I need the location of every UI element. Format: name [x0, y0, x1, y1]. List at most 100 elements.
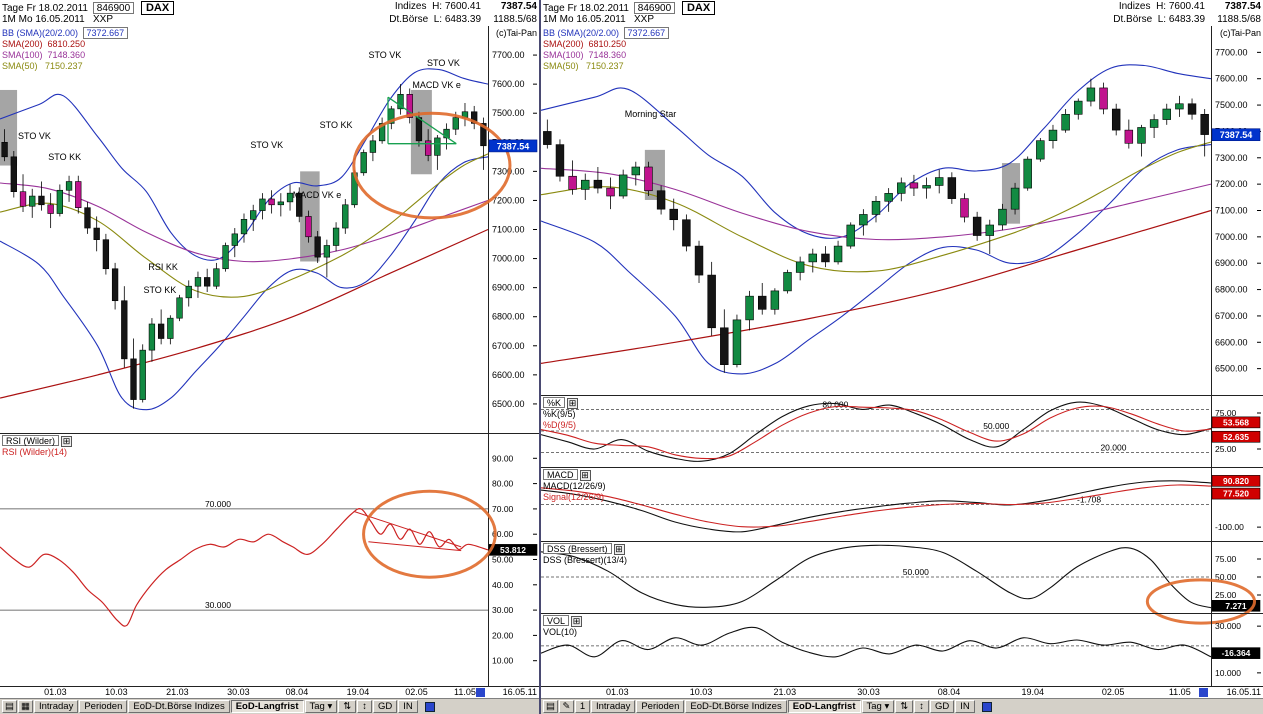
toolbar-button-eod-dt-b-rse-indizes[interactable]: EoD-Dt.Börse Indizes: [128, 700, 230, 713]
svg-text:80.00: 80.00: [492, 479, 514, 489]
toolbar-button-eod-langfrist[interactable]: EoD-Langfrist: [230, 700, 304, 713]
toolbar-button-eod-dt-b-rse-indizes[interactable]: EoD-Dt.Börse Indizes: [685, 700, 787, 713]
expand-icon[interactable]: ⊞: [613, 544, 625, 555]
axis-label-08-04: 08.04: [285, 687, 309, 697]
axis-end-label: 16.05.11: [502, 687, 537, 697]
axis-label-30-03: 30.03: [857, 687, 880, 697]
toolbar-button-perioden[interactable]: Perioden: [79, 700, 128, 713]
high-label: H: 7600.41: [432, 1, 481, 12]
scale-icon[interactable]: ↕: [357, 700, 372, 713]
svg-text:RSI KK: RSI KK: [148, 262, 178, 272]
svg-text:53.568: 53.568: [1223, 417, 1249, 427]
axis-label-02-05: 02.05: [405, 687, 428, 697]
source-label: Dt.Börse: [1113, 14, 1153, 25]
layout-icon[interactable]: ▤: [543, 700, 558, 713]
layout-icon[interactable]: ▤: [2, 700, 17, 713]
svg-text:7000.00: 7000.00: [1215, 232, 1248, 242]
svg-text:6500.00: 6500.00: [492, 399, 525, 409]
main-chart[interactable]: 7700.007600.007500.007400.007300.007200.…: [540, 26, 1263, 395]
toolbar-button-intraday[interactable]: Intraday: [34, 700, 79, 713]
toolbar-button-intraday[interactable]: Intraday: [591, 700, 636, 713]
macd-subpanel: -1.708 -100.00 90.820 77.520 MACD ⊞ MACD(12/…: [540, 467, 1263, 541]
axis-label-08-04: 08.04: [937, 687, 961, 697]
time-axis: 01.03 10.03 21.03 30.03 08.04 19.04 02.05 11.05…: [541, 686, 1263, 698]
exchange-code: XXP: [93, 14, 114, 25]
sort-icon[interactable]: ⇅: [338, 700, 357, 713]
gd-button[interactable]: GD: [372, 700, 398, 713]
instrument-id: 846900: [92, 2, 135, 14]
svg-text:30.000: 30.000: [205, 600, 231, 610]
main-chart[interactable]: 7700.007600.007500.007400.007300.007200.…: [0, 26, 539, 433]
draw-icon[interactable]: ✎: [559, 700, 574, 713]
svg-text:75.00: 75.00: [1215, 554, 1237, 564]
one-icon[interactable]: 1: [575, 700, 590, 713]
stochastic-chart[interactable]: 80.000 50.000 20.000 75.00 25.00 53.568 52.635: [540, 395, 1263, 467]
high-label: H: 7600.41: [1156, 1, 1205, 12]
expand-icon[interactable]: ⊞: [567, 398, 579, 409]
scroll-indicator[interactable]: [476, 688, 485, 697]
scale-icon[interactable]: ↕: [914, 700, 929, 713]
svg-text:50.00: 50.00: [492, 555, 514, 565]
gd-button[interactable]: GD: [929, 700, 955, 713]
market-label: Indizes: [394, 1, 427, 12]
volume-chart[interactable]: 30.000 10.000 -16.364: [540, 613, 1263, 686]
rsi-subpanel: 70.000 30.000 90.00 80.00 70.00 60.00 50.00 40.…: [0, 433, 539, 686]
instrument-id: 846900: [633, 2, 676, 14]
expand-icon[interactable]: ⊞: [579, 470, 591, 481]
svg-text:7100.00: 7100.00: [492, 225, 525, 235]
expand-icon[interactable]: ⊞: [571, 616, 583, 627]
grid-icon[interactable]: ▦: [18, 700, 33, 713]
axis-label-10-03: 10.03: [105, 687, 128, 697]
volume-subpanel: 30.000 10.000 -16.364 VOL ⊞ VOL(10): [540, 613, 1263, 686]
svg-text:77.520: 77.520: [1223, 489, 1249, 499]
axis-label-30-03: 30.03: [227, 687, 250, 697]
svg-text:STO KK: STO KK: [48, 152, 81, 162]
axis-label-11-05: 11.05: [454, 687, 476, 697]
dss-subpanel: 50.000 75.00 50.00 25.00 7.271 DSS (Bressert…: [540, 541, 1263, 625]
rsi-chart[interactable]: 70.000 30.000 90.00 80.00 70.00 60.00 50.00 40.…: [0, 433, 539, 686]
chart-panel-left: Tage Fr 18.02.2011 846900 DAX 1M Mo 16.0…: [0, 0, 539, 714]
svg-text:STO VK: STO VK: [427, 58, 460, 68]
svg-text:6700.00: 6700.00: [492, 341, 525, 351]
axis-label-10-03: 10.03: [689, 687, 713, 697]
scroll-indicator[interactable]: [1199, 688, 1208, 697]
toolbar-button-perioden[interactable]: Perioden: [636, 700, 685, 713]
candles: [543, 78, 1209, 373]
candles: [1, 84, 487, 409]
svg-text:7700.00: 7700.00: [492, 50, 525, 60]
svg-text:6800.00: 6800.00: [492, 312, 525, 322]
axis-label-01-03: 01.03: [606, 687, 629, 697]
symbol-label: DAX: [681, 1, 716, 15]
svg-text:7600.00: 7600.00: [492, 79, 525, 89]
svg-text:7300.00: 7300.00: [1215, 153, 1248, 163]
svg-text:STO KK: STO KK: [320, 120, 353, 130]
svg-text:6500.00: 6500.00: [1215, 364, 1248, 374]
toolbar-button-tag[interactable]: Tag ▾: [304, 700, 338, 713]
timeframe-date-label: Tage Fr 18.02.2011: [2, 3, 88, 14]
axis-label-21-03: 21.03: [773, 687, 797, 697]
in-button[interactable]: IN: [955, 700, 975, 713]
stochastic-subpanel: 80.000 50.000 20.000 75.00 25.00 53.568 52.635…: [540, 395, 1263, 467]
svg-text:STO VK: STO VK: [18, 131, 51, 141]
low-label: L: 6483.39: [433, 14, 481, 25]
sort-icon[interactable]: ⇅: [895, 700, 914, 713]
svg-text:7387.54: 7387.54: [497, 141, 530, 151]
svg-text:20.000: 20.000: [1100, 443, 1126, 453]
bottom-toolbar: ▤ ▦ Intraday Perioden EoD-Dt.Börse Indizes Eo…: [0, 698, 539, 714]
svg-text:52.635: 52.635: [1223, 432, 1249, 442]
in-button[interactable]: IN: [398, 700, 418, 713]
scroll-indicator[interactable]: [424, 701, 435, 712]
svg-text:60.00: 60.00: [492, 529, 514, 539]
macd-chart[interactable]: -1.708 -100.00 90.820 77.520: [540, 467, 1263, 541]
expand-icon[interactable]: ⊞: [61, 436, 72, 447]
panel-divider[interactable]: [539, 0, 541, 714]
svg-text:STO VK: STO VK: [368, 50, 401, 60]
scroll-indicator[interactable]: [981, 701, 992, 712]
svg-text:40.00: 40.00: [492, 580, 514, 590]
source-label: Dt.Börse: [389, 14, 429, 25]
dss-chart[interactable]: 50.000 75.00 50.00 25.007.271: [540, 541, 1263, 625]
toolbar-button-tag[interactable]: Tag ▾: [861, 700, 895, 713]
toolbar-button-eod-langfrist[interactable]: EoD-Langfrist: [787, 700, 861, 713]
svg-text:30.00: 30.00: [492, 605, 514, 615]
period-date-label: 1M Mo 16.05.2011: [543, 14, 626, 25]
